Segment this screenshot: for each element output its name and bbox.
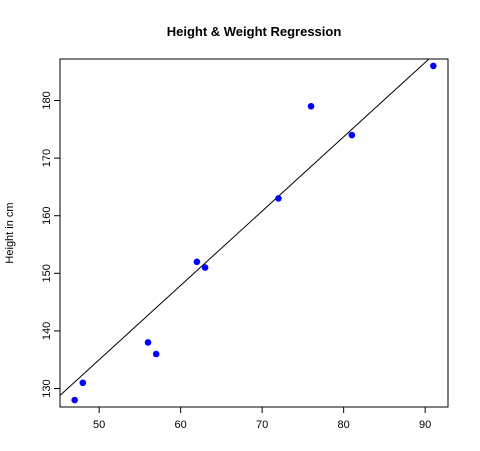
x-tick-label: 50 [93,419,105,431]
data-point [79,379,87,387]
data-point [71,396,78,404]
y-tick-label: 140 [41,322,53,340]
x-tick-label: 80 [338,419,350,431]
x-tick-label: 90 [419,419,431,431]
data-point [144,339,152,346]
y-tick-label: 160 [41,207,53,225]
data-point [307,102,315,110]
y-axis-label: Height in cm [4,202,16,263]
x-tick-label: 60 [175,419,187,431]
y-tick-label: 150 [41,264,53,282]
chart-title: Height & Weight Regression [167,24,342,39]
regression-line [60,59,430,396]
data-point [430,62,437,70]
y-tick-label: 130 [41,379,53,397]
data-point [193,258,201,266]
data-point [275,195,282,202]
data-point [152,350,160,358]
plot-frame [59,58,449,408]
y-tick-label: 180 [41,91,53,109]
data-point [348,131,356,139]
x-tick-label: 70 [256,419,268,431]
y-tick-label: 170 [41,149,53,167]
data-point [201,264,209,271]
